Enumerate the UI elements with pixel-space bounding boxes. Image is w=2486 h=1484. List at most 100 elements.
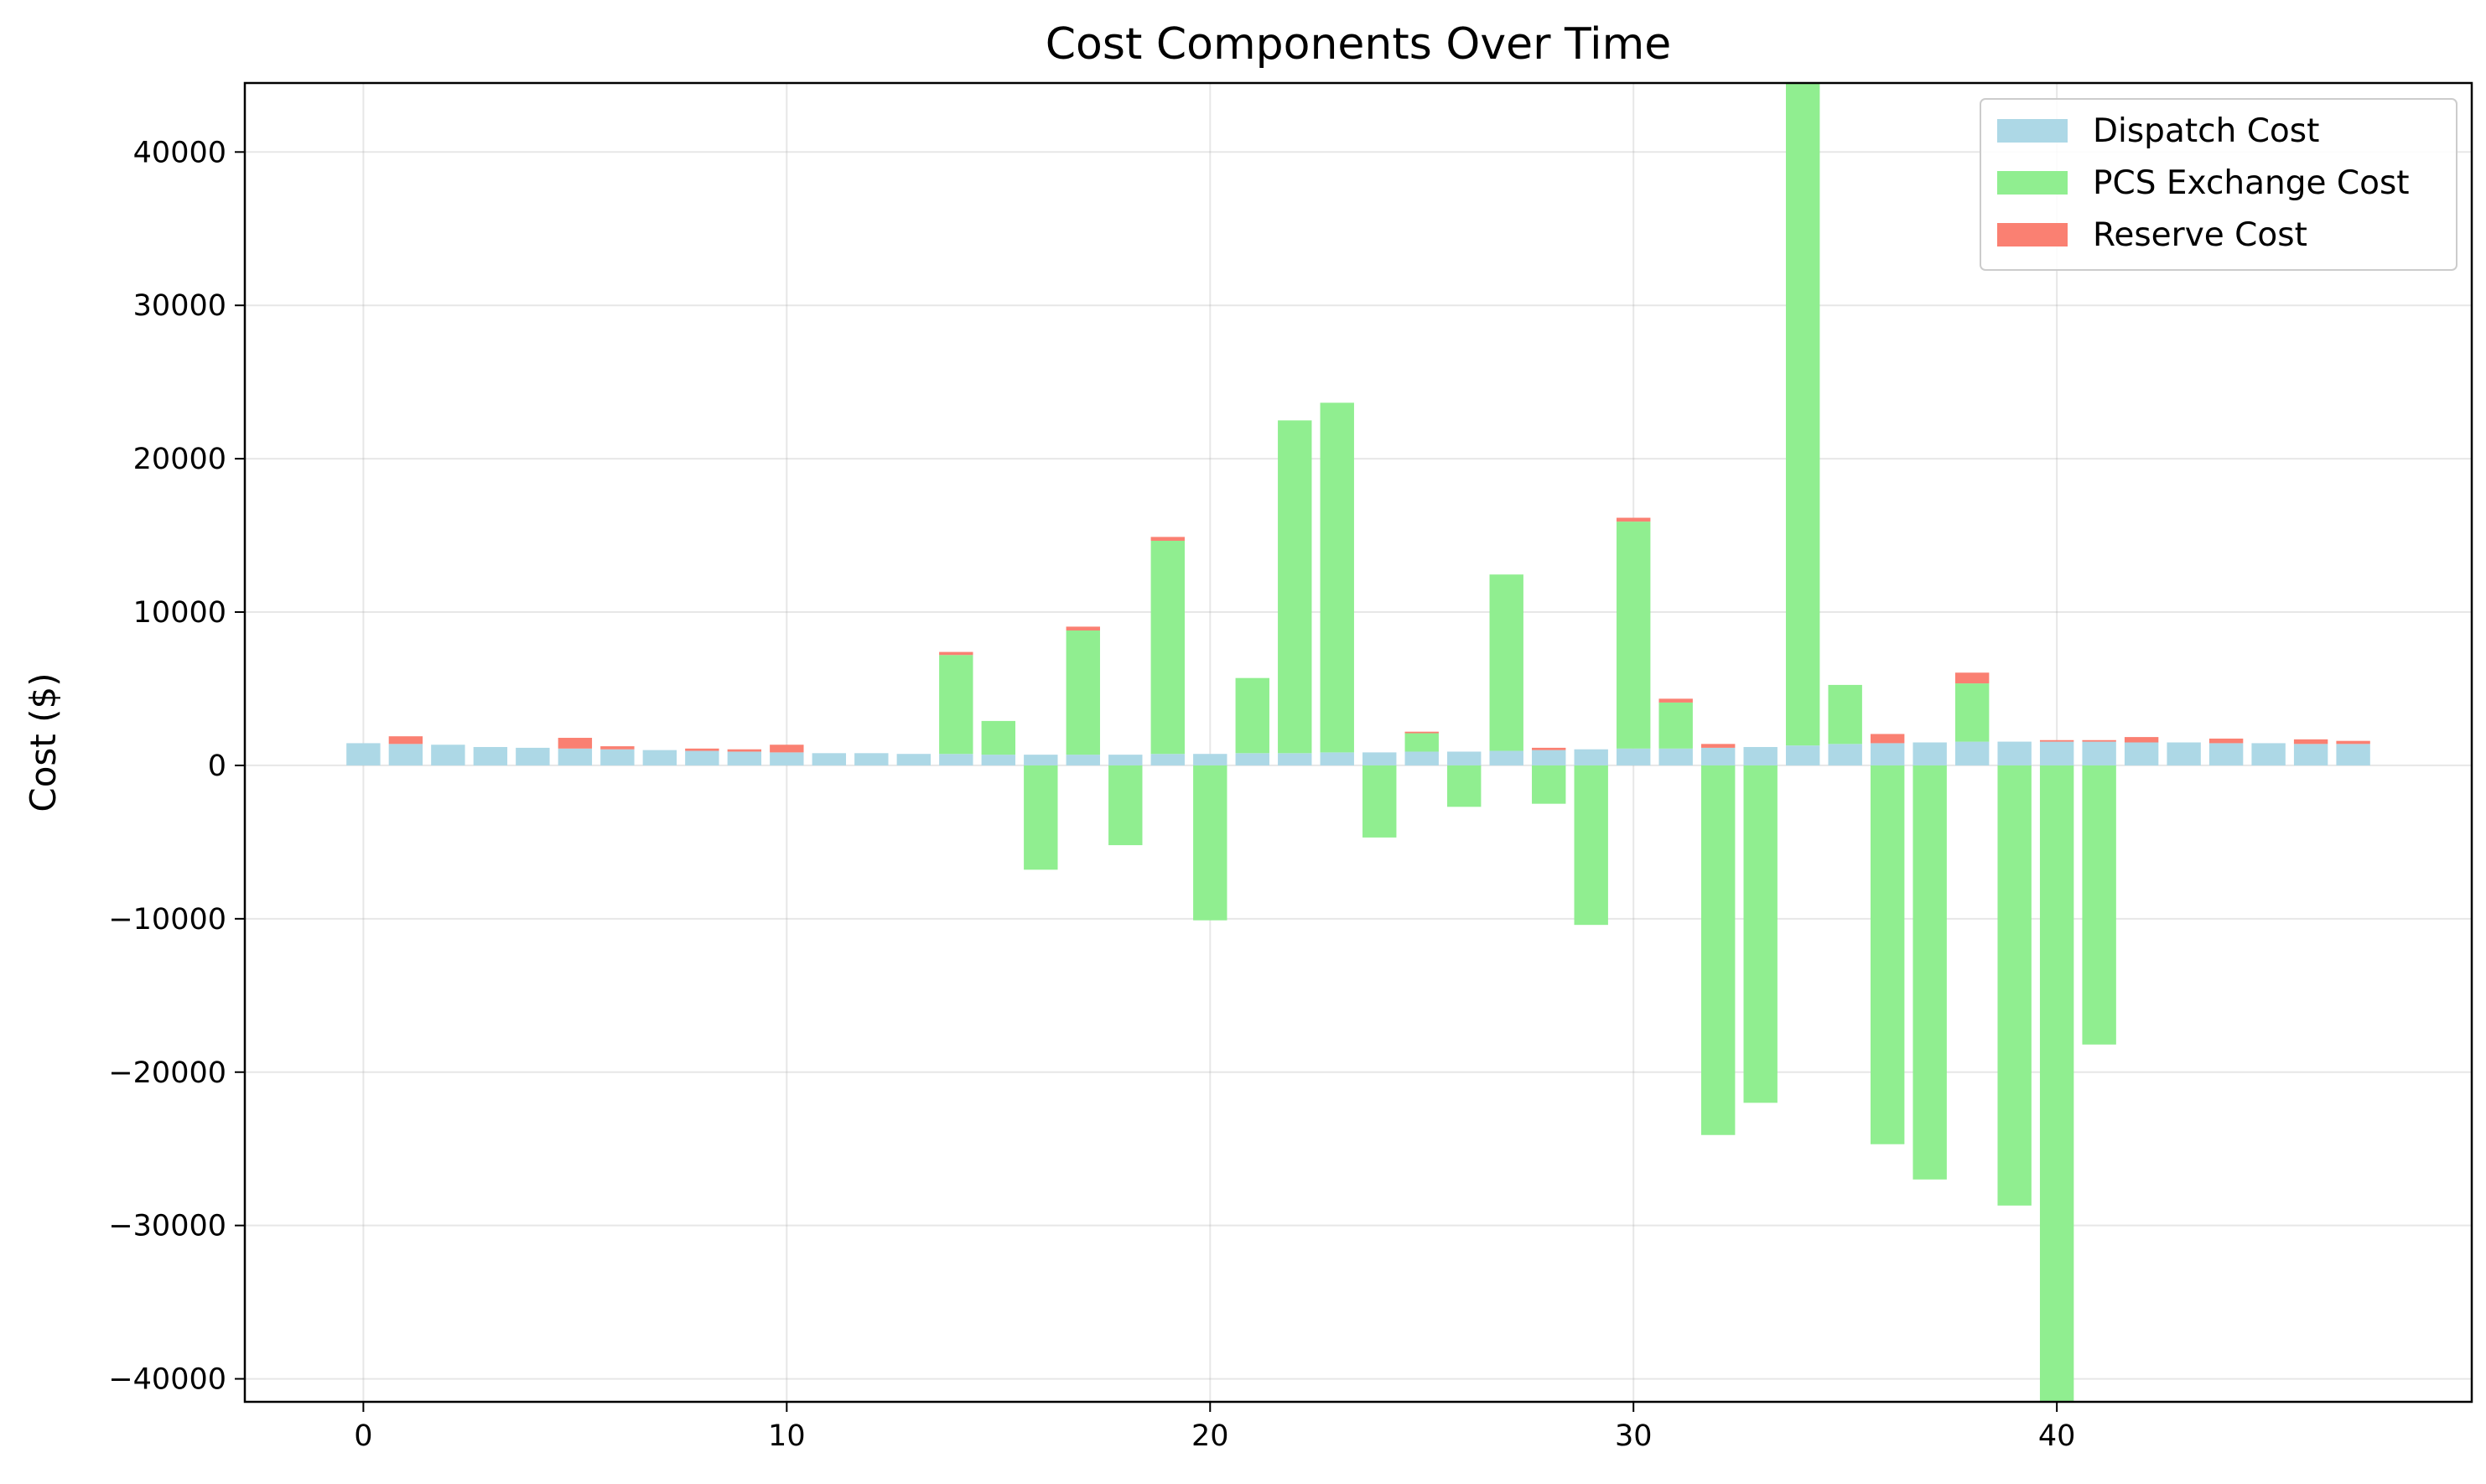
dispatch-cost-bar <box>642 750 677 765</box>
pcs-exchange-cost-bar <box>1743 765 1778 1103</box>
reserve-cost-bar <box>2208 738 2244 744</box>
x-tick-label: 0 <box>354 1419 372 1453</box>
pcs-exchange-cost-bar <box>1913 765 1947 1180</box>
reserve-cost-bar <box>2336 740 2370 745</box>
dispatch-cost-bar <box>388 744 423 765</box>
legend-box <box>1980 98 2457 271</box>
dispatch-cost-legend-swatch <box>1997 119 2068 143</box>
pcs-exchange-cost-bar <box>1701 765 1736 1135</box>
dispatch-cost-bar <box>1743 746 1778 765</box>
dispatch-cost-bar <box>1235 753 1269 765</box>
dispatch-cost-bar <box>812 753 847 765</box>
pcs-exchange-cost-bar <box>1870 765 1905 1144</box>
x-tick-label: 40 <box>2038 1419 2076 1453</box>
dispatch-cost-bar <box>1278 753 1312 765</box>
y-tick-label: −40000 <box>108 1363 226 1397</box>
reserve-cost-bar <box>1701 744 1736 748</box>
dispatch-cost-bar <box>473 746 508 765</box>
y-tick-label: −20000 <box>108 1056 226 1090</box>
pcs-exchange-cost-bar <box>1024 765 1058 870</box>
pcs-exchange-cost-bar <box>1235 677 1269 754</box>
pcs-exchange-cost-bar <box>1404 733 1439 752</box>
dispatch-cost-bar <box>346 743 381 765</box>
y-tick-label: 10000 <box>133 596 226 630</box>
reserve-cost-bar <box>558 738 593 749</box>
pcs-exchange-cost-bar <box>2039 765 2074 1402</box>
pcs-exchange-cost-legend-label: PCS Exchange Cost <box>2093 164 2410 202</box>
dispatch-cost-bar <box>854 753 889 765</box>
dispatch-cost-bar <box>1489 750 1523 765</box>
pcs-exchange-cost-bar <box>1320 402 1354 753</box>
dispatch-cost-bar <box>1150 754 1185 765</box>
reserve-cost-bar <box>1404 731 1439 734</box>
reserve-cost-bar <box>1066 626 1100 630</box>
dispatch-cost-bar <box>1066 755 1100 765</box>
dispatch-cost-bar <box>685 750 719 765</box>
reserve-cost-bar <box>388 736 423 745</box>
reserve-cost-bar <box>1954 672 1990 684</box>
pcs-exchange-cost-bar <box>1362 765 1397 838</box>
dispatch-cost-bar <box>1574 749 1608 765</box>
y-tick-label: 40000 <box>133 136 226 169</box>
pcs-exchange-cost-legend-swatch <box>1997 171 2068 195</box>
dispatch-cost-bar <box>1193 754 1227 765</box>
dispatch-cost-bar <box>1658 748 1693 765</box>
pcs-exchange-cost-bar <box>1150 540 1185 755</box>
reserve-cost-bar <box>727 749 762 752</box>
pcs-exchange-cost-bar <box>1066 630 1100 755</box>
dispatch-cost-bar <box>1997 741 2032 765</box>
y-tick-label: 0 <box>208 750 226 783</box>
reserve-cost-legend-label: Reserve Cost <box>2093 216 2307 254</box>
legend: Dispatch Cost PCS Exchange Cost Reserve Co… <box>1980 98 2457 271</box>
pcs-exchange-cost-bar <box>1447 765 1482 807</box>
reserve-cost-bar <box>939 651 973 656</box>
dispatch-cost-bar <box>1024 755 1058 765</box>
dispatch-cost-bar <box>2039 741 2074 765</box>
y-tick-label: −30000 <box>108 1210 226 1243</box>
dispatch-cost-bar <box>1870 743 1905 765</box>
y-axis: −40000 −30000 −20000 −10000 0 10000 20000 30000… <box>108 136 245 1397</box>
pcs-exchange-cost-bar <box>1489 574 1523 751</box>
pcs-exchange-cost-bar <box>1532 765 1566 804</box>
y-axis-title: Cost ($) <box>23 672 64 812</box>
pcs-exchange-cost-bar <box>1108 765 1143 846</box>
pcs-exchange-cost-bar <box>981 720 1015 755</box>
dispatch-cost-bar <box>1913 742 1947 765</box>
dispatch-cost-bar <box>516 747 550 765</box>
pcs-exchange-cost-bar <box>1617 521 1651 749</box>
dispatch-cost-bar <box>2208 743 2244 765</box>
dispatch-cost-bar <box>1320 752 1354 765</box>
dispatch-cost-bar <box>600 749 635 765</box>
dispatch-cost-bar <box>431 745 465 765</box>
reserve-cost-bar <box>1532 747 1566 750</box>
pcs-exchange-cost-bar <box>1828 684 1862 745</box>
dispatch-cost-bar <box>1532 750 1566 765</box>
reserve-cost-bar <box>2293 739 2328 745</box>
pcs-exchange-cost-bar <box>1193 765 1227 921</box>
dispatch-cost-bar <box>1362 752 1397 765</box>
dispatch-cost-bar <box>1954 741 1990 765</box>
y-tick-label: −10000 <box>108 903 226 937</box>
dispatch-cost-bar <box>1404 751 1439 765</box>
reserve-cost-bar <box>2082 739 2116 742</box>
dispatch-cost-bar <box>1828 744 1862 765</box>
dispatch-cost-legend-label: Dispatch Cost <box>2093 112 2319 150</box>
dispatch-cost-bar <box>2336 744 2370 765</box>
pcs-exchange-cost-bar <box>1658 702 1693 749</box>
dispatch-cost-bar <box>1447 751 1482 765</box>
dispatch-cost-bar <box>939 754 973 765</box>
reserve-cost-bar <box>770 745 804 753</box>
pcs-exchange-cost-bar <box>2082 765 2116 1045</box>
pcs-exchange-cost-bar <box>1954 683 1990 742</box>
y-tick-label: 30000 <box>133 289 226 323</box>
reserve-cost-legend-swatch <box>1997 223 2068 246</box>
reserve-cost-bar <box>685 748 719 751</box>
pcs-exchange-cost-bar <box>1278 420 1312 754</box>
x-tick-label: 30 <box>1615 1419 1653 1453</box>
pcs-exchange-cost-bar <box>1785 83 1820 746</box>
x-tick-label: 10 <box>768 1419 806 1453</box>
pcs-exchange-cost-bar <box>939 655 973 755</box>
pcs-exchange-cost-bar <box>1574 765 1608 926</box>
reserve-cost-bar <box>1150 537 1185 541</box>
